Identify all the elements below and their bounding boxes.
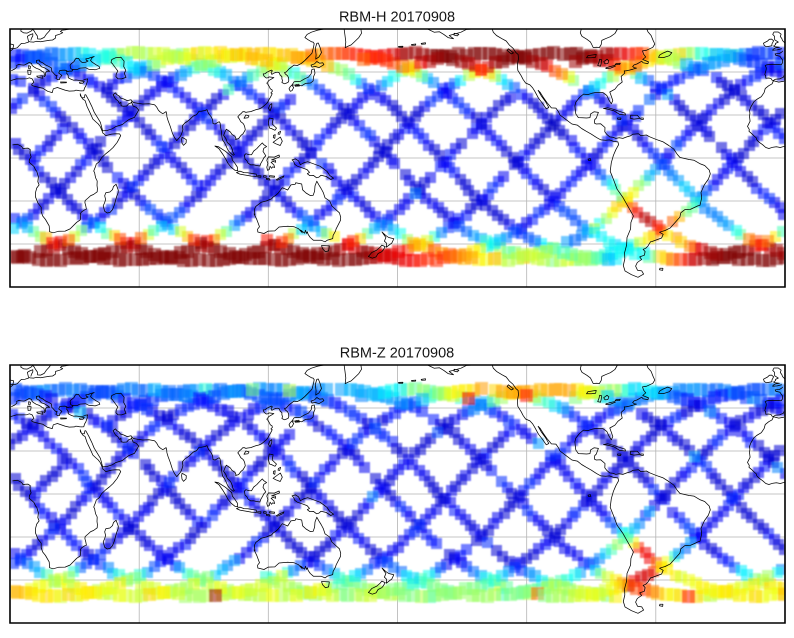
svg-text:RBM-Z 20170908: RBM-Z 20170908 <box>340 346 454 362</box>
svg-text:RBM-H 20170908: RBM-H 20170908 <box>339 10 455 26</box>
